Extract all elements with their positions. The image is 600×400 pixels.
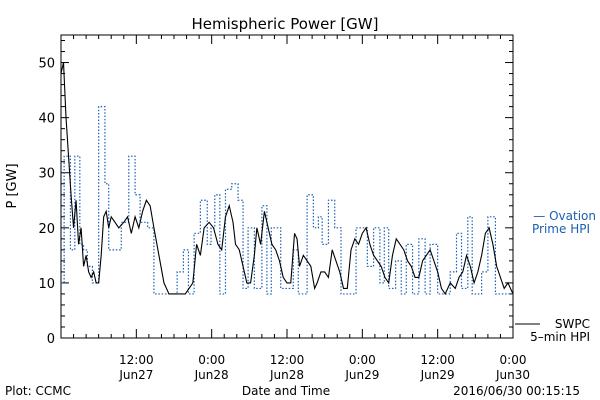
- legend-swpc-line2: 5–min HPI: [530, 330, 590, 344]
- y-tick-label: 10: [38, 277, 55, 292]
- y-axis-ticks: 0 10 20 30 40 50: [38, 40, 513, 347]
- chart-title: Hemispheric Power [GW]: [192, 15, 379, 33]
- x-tick-date-label: Jun29: [344, 368, 379, 382]
- x-axis-label: Date and Time: [242, 384, 330, 398]
- x-tick-date-label: Jun27: [118, 368, 153, 382]
- x-tick-time-label: 12:00: [119, 353, 154, 367]
- x-tick-time-label: 0:00: [349, 353, 376, 367]
- series-group: [60, 62, 514, 296]
- legend-ovation-line1: — Ovation: [533, 209, 596, 223]
- x-tick-date-label: Jun30: [495, 368, 530, 382]
- x-tick-date-label: Jun28: [269, 368, 304, 382]
- series-line-swpc: [60, 62, 514, 296]
- plot-credit: Plot: CCMC: [5, 384, 71, 398]
- x-axis-ticks: 12:00Jun270:00Jun2812:00Jun280:00Jun2912…: [60, 35, 530, 382]
- y-axis-label: P [GW]: [5, 163, 20, 208]
- x-tick-date-label: Jun29: [420, 368, 455, 382]
- y-tick-label: 20: [38, 222, 55, 237]
- legend-ovation-line2: Prime HPI: [532, 222, 590, 236]
- x-tick-date-label: Jun28: [194, 368, 229, 382]
- y-tick-label: 0: [47, 332, 55, 347]
- x-tick-time-label: 0:00: [198, 353, 225, 367]
- series-line-ovation-prime: [61, 106, 513, 295]
- x-tick-time-label: 12:00: [270, 353, 305, 367]
- plot-timestamp: 2016/06/30 00:15:15: [453, 384, 580, 398]
- y-tick-label: 50: [38, 57, 55, 72]
- legend-swpc-line1: SWPC: [555, 317, 590, 331]
- y-tick-label: 40: [38, 112, 55, 127]
- x-tick-time-label: 0:00: [500, 353, 527, 367]
- x-tick-time-label: 12:00: [420, 353, 455, 367]
- y-tick-label: 30: [38, 167, 55, 182]
